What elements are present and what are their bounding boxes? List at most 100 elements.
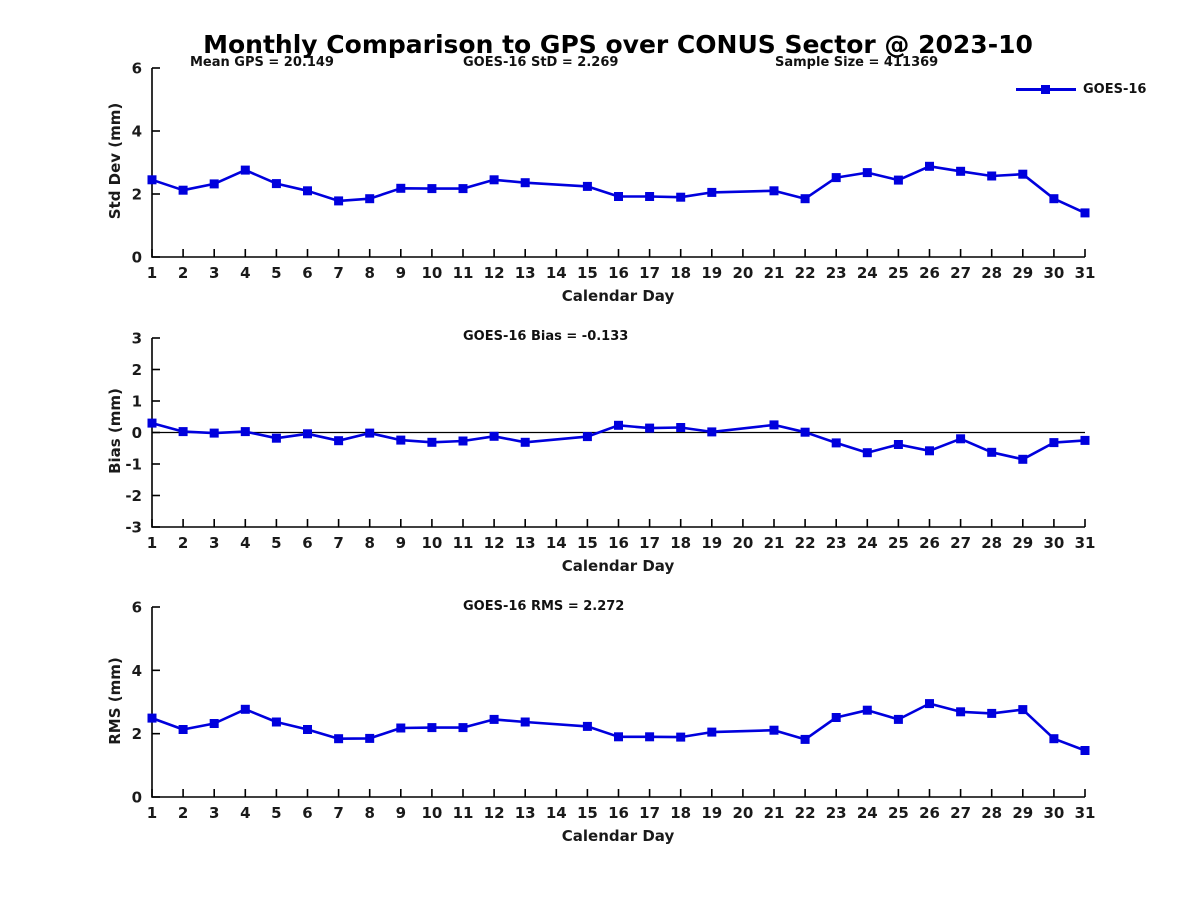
y-tick-label: -1 xyxy=(125,456,142,474)
GOES-16-marker xyxy=(614,420,623,430)
GOES-16-marker xyxy=(303,429,312,439)
GOES-16-marker xyxy=(1080,435,1090,445)
x-tick-label: 21 xyxy=(764,534,785,552)
legend-line-sample xyxy=(1016,85,1076,94)
x-tick-label: 9 xyxy=(396,264,406,282)
GOES-16-marker xyxy=(240,165,250,175)
x-tick-label: 4 xyxy=(240,534,250,552)
GOES-16-marker xyxy=(676,423,686,432)
legend-label: GOES-16 xyxy=(1083,82,1147,97)
x-tick-label: 15 xyxy=(577,534,598,552)
GOES-16-marker xyxy=(769,420,779,430)
GOES-16-marker xyxy=(893,714,903,724)
GOES-16-marker xyxy=(800,427,810,437)
x-tick-label: 17 xyxy=(639,264,660,282)
x-tick-label: 20 xyxy=(732,264,753,282)
GOES-16-marker xyxy=(365,428,375,438)
x-tick-label: 7 xyxy=(333,804,343,822)
x-tick-label: 28 xyxy=(981,264,1002,282)
x-tick-label: 13 xyxy=(515,264,536,282)
x-tick-label: 10 xyxy=(421,534,442,552)
axis-lines xyxy=(151,607,1085,798)
ylabel-std-dev: Std Dev (mm) xyxy=(106,102,124,220)
GOES-16-marker xyxy=(614,192,623,201)
GOES-16-marker xyxy=(831,173,841,183)
annotation-mean-gps: Mean GPS = 20.149 xyxy=(190,55,334,70)
GOES-16-marker xyxy=(334,196,344,206)
GOES-16-marker xyxy=(240,704,250,714)
GOES-16-marker xyxy=(831,438,841,448)
GOES-16-marker xyxy=(893,440,903,449)
x-tick-label: 12 xyxy=(484,804,505,822)
GOES-16-marker xyxy=(458,184,468,194)
x-tick-label: 31 xyxy=(1075,534,1096,552)
x-tick-label: 23 xyxy=(826,534,847,552)
x-tick-label: 6 xyxy=(302,804,312,822)
x-tick-label: 24 xyxy=(857,264,878,282)
xlabel-calendar-day-2: Calendar Day xyxy=(561,557,675,575)
x-tick-label: 30 xyxy=(1043,264,1064,282)
GOES-16-marker xyxy=(800,734,810,744)
GOES-16-marker xyxy=(520,437,530,447)
x-tick-label: 9 xyxy=(396,534,406,552)
GOES-16-marker xyxy=(676,192,686,202)
GOES-16-marker xyxy=(147,175,157,185)
x-tick-label: 16 xyxy=(608,804,629,822)
x-tick-label: 4 xyxy=(240,804,250,822)
x-tick-label: 18 xyxy=(670,804,691,822)
GOES-16-marker xyxy=(925,161,934,171)
x-tick-label: 11 xyxy=(453,804,474,822)
x-tick-label: 22 xyxy=(795,534,816,552)
x-tick-label: 19 xyxy=(701,804,722,822)
GOES-16-marker xyxy=(707,427,717,437)
GOES-16-marker xyxy=(925,699,934,709)
x-tick-label: 10 xyxy=(421,264,442,282)
x-tick-label: 16 xyxy=(608,264,629,282)
annotation-goes16-bias: GOES-16 Bias = -0.133 xyxy=(463,329,629,344)
annotation-goes16-std: GOES-16 StD = 2.269 xyxy=(463,55,619,70)
x-tick-label: 7 xyxy=(333,534,343,552)
x-tick-label: 29 xyxy=(1012,804,1033,822)
x-tick-label: 3 xyxy=(209,804,219,822)
GOES-16-marker xyxy=(862,168,872,178)
GOES-16-marker xyxy=(645,732,655,742)
GOES-16-marker xyxy=(209,428,219,438)
GOES-16-marker xyxy=(427,437,437,447)
GOES-16-marker xyxy=(396,435,406,445)
GOES-16-marker xyxy=(1018,454,1028,464)
GOES-16-marker xyxy=(458,723,468,733)
x-tick-label: 4 xyxy=(240,264,250,282)
x-tick-label: 26 xyxy=(919,264,940,282)
GOES-16-marker xyxy=(520,178,530,188)
x-tick-label: 1 xyxy=(147,534,157,552)
x-tick-label: 23 xyxy=(826,264,847,282)
figure-title: Monthly Comparison to GPS over CONUS Sec… xyxy=(203,30,1033,59)
x-tick-label: 5 xyxy=(271,534,281,552)
y-tick-label: 2 xyxy=(132,186,142,204)
y-tick-label: 0 xyxy=(132,424,142,442)
x-tick-label: 24 xyxy=(857,804,878,822)
GOES-16-marker xyxy=(862,448,872,458)
GOES-16-marker xyxy=(987,447,997,457)
x-tick-label: 26 xyxy=(919,534,940,552)
x-tick-label: 29 xyxy=(1012,264,1033,282)
GOES-16-marker xyxy=(645,423,655,433)
GOES-16-marker xyxy=(1080,208,1090,218)
x-tick-label: 22 xyxy=(795,264,816,282)
GOES-16-marker xyxy=(925,446,934,456)
x-tick-label: 23 xyxy=(826,804,847,822)
annotation-sample-size: Sample Size = 411369 xyxy=(775,55,939,70)
y-tick-label: 2 xyxy=(132,725,142,743)
GOES-16-marker xyxy=(303,725,312,734)
GOES-16-line xyxy=(151,702,1086,752)
GOES-16-marker xyxy=(582,721,592,731)
GOES-16-marker xyxy=(178,427,188,437)
x-tick-label: 20 xyxy=(732,804,753,822)
x-tick-label: 17 xyxy=(639,804,660,822)
x-tick-label: 14 xyxy=(546,534,567,552)
x-tick-label: 8 xyxy=(364,534,374,552)
x-tick-label: 26 xyxy=(919,804,940,822)
x-tick-label: 30 xyxy=(1043,534,1064,552)
